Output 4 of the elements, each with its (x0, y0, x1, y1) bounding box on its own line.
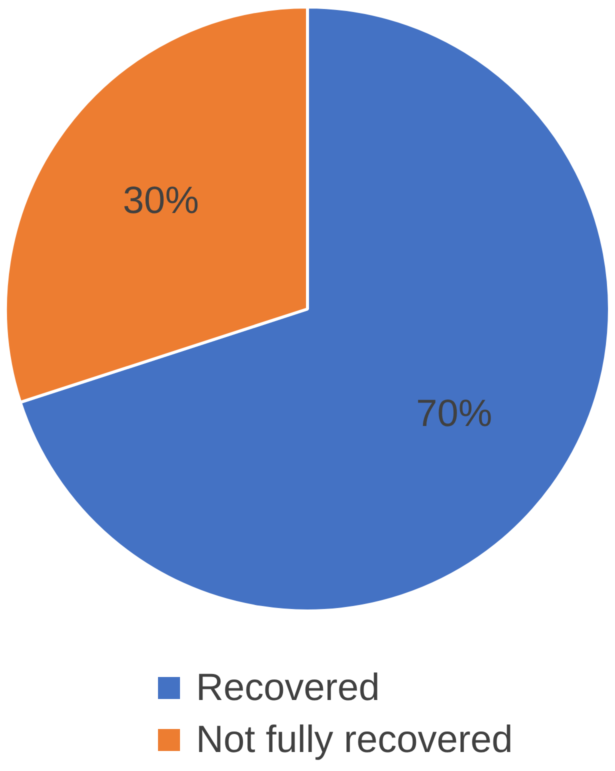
data-label: 30% (122, 180, 199, 222)
legend-label: Not fully recovered (196, 718, 513, 762)
slice-label: Recovered (196, 666, 380, 710)
data-label: 70% (416, 392, 492, 435)
